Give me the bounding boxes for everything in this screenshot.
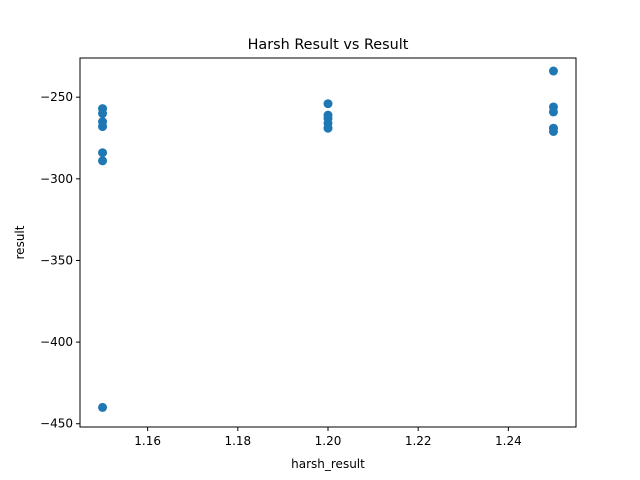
x-tick-label: 1.20 <box>315 434 342 448</box>
data-point <box>548 107 558 117</box>
y-tick-label: −450 <box>40 417 73 431</box>
plot-area <box>98 66 558 412</box>
x-axis-label: harsh_result <box>291 457 365 471</box>
axes-frame <box>79 57 577 428</box>
y-axis-label: result <box>13 225 27 259</box>
x-tick-label: 1.16 <box>134 434 161 448</box>
x-axis-ticks: 1.16 1.18 1.20 1.22 1.24 <box>134 427 522 448</box>
data-point <box>98 122 108 132</box>
x-tick-label: 1.24 <box>495 434 522 448</box>
chart-title: Harsh Result vs Result <box>248 37 409 53</box>
data-point <box>323 99 333 109</box>
data-point <box>548 66 558 76</box>
data-point <box>98 156 108 166</box>
data-point <box>323 123 333 133</box>
data-point <box>98 402 108 412</box>
y-tick-label: −300 <box>40 172 73 186</box>
y-axis-ticks: −250 −300 −350 −400 −450 <box>40 90 80 431</box>
y-tick-label: −400 <box>40 335 73 349</box>
data-point <box>98 148 108 158</box>
data-point <box>548 126 558 136</box>
y-tick-label: −350 <box>40 253 73 267</box>
x-tick-label: 1.22 <box>405 434 432 448</box>
y-tick-label: −250 <box>40 90 73 104</box>
data-point <box>98 109 108 119</box>
x-tick-label: 1.18 <box>224 434 251 448</box>
